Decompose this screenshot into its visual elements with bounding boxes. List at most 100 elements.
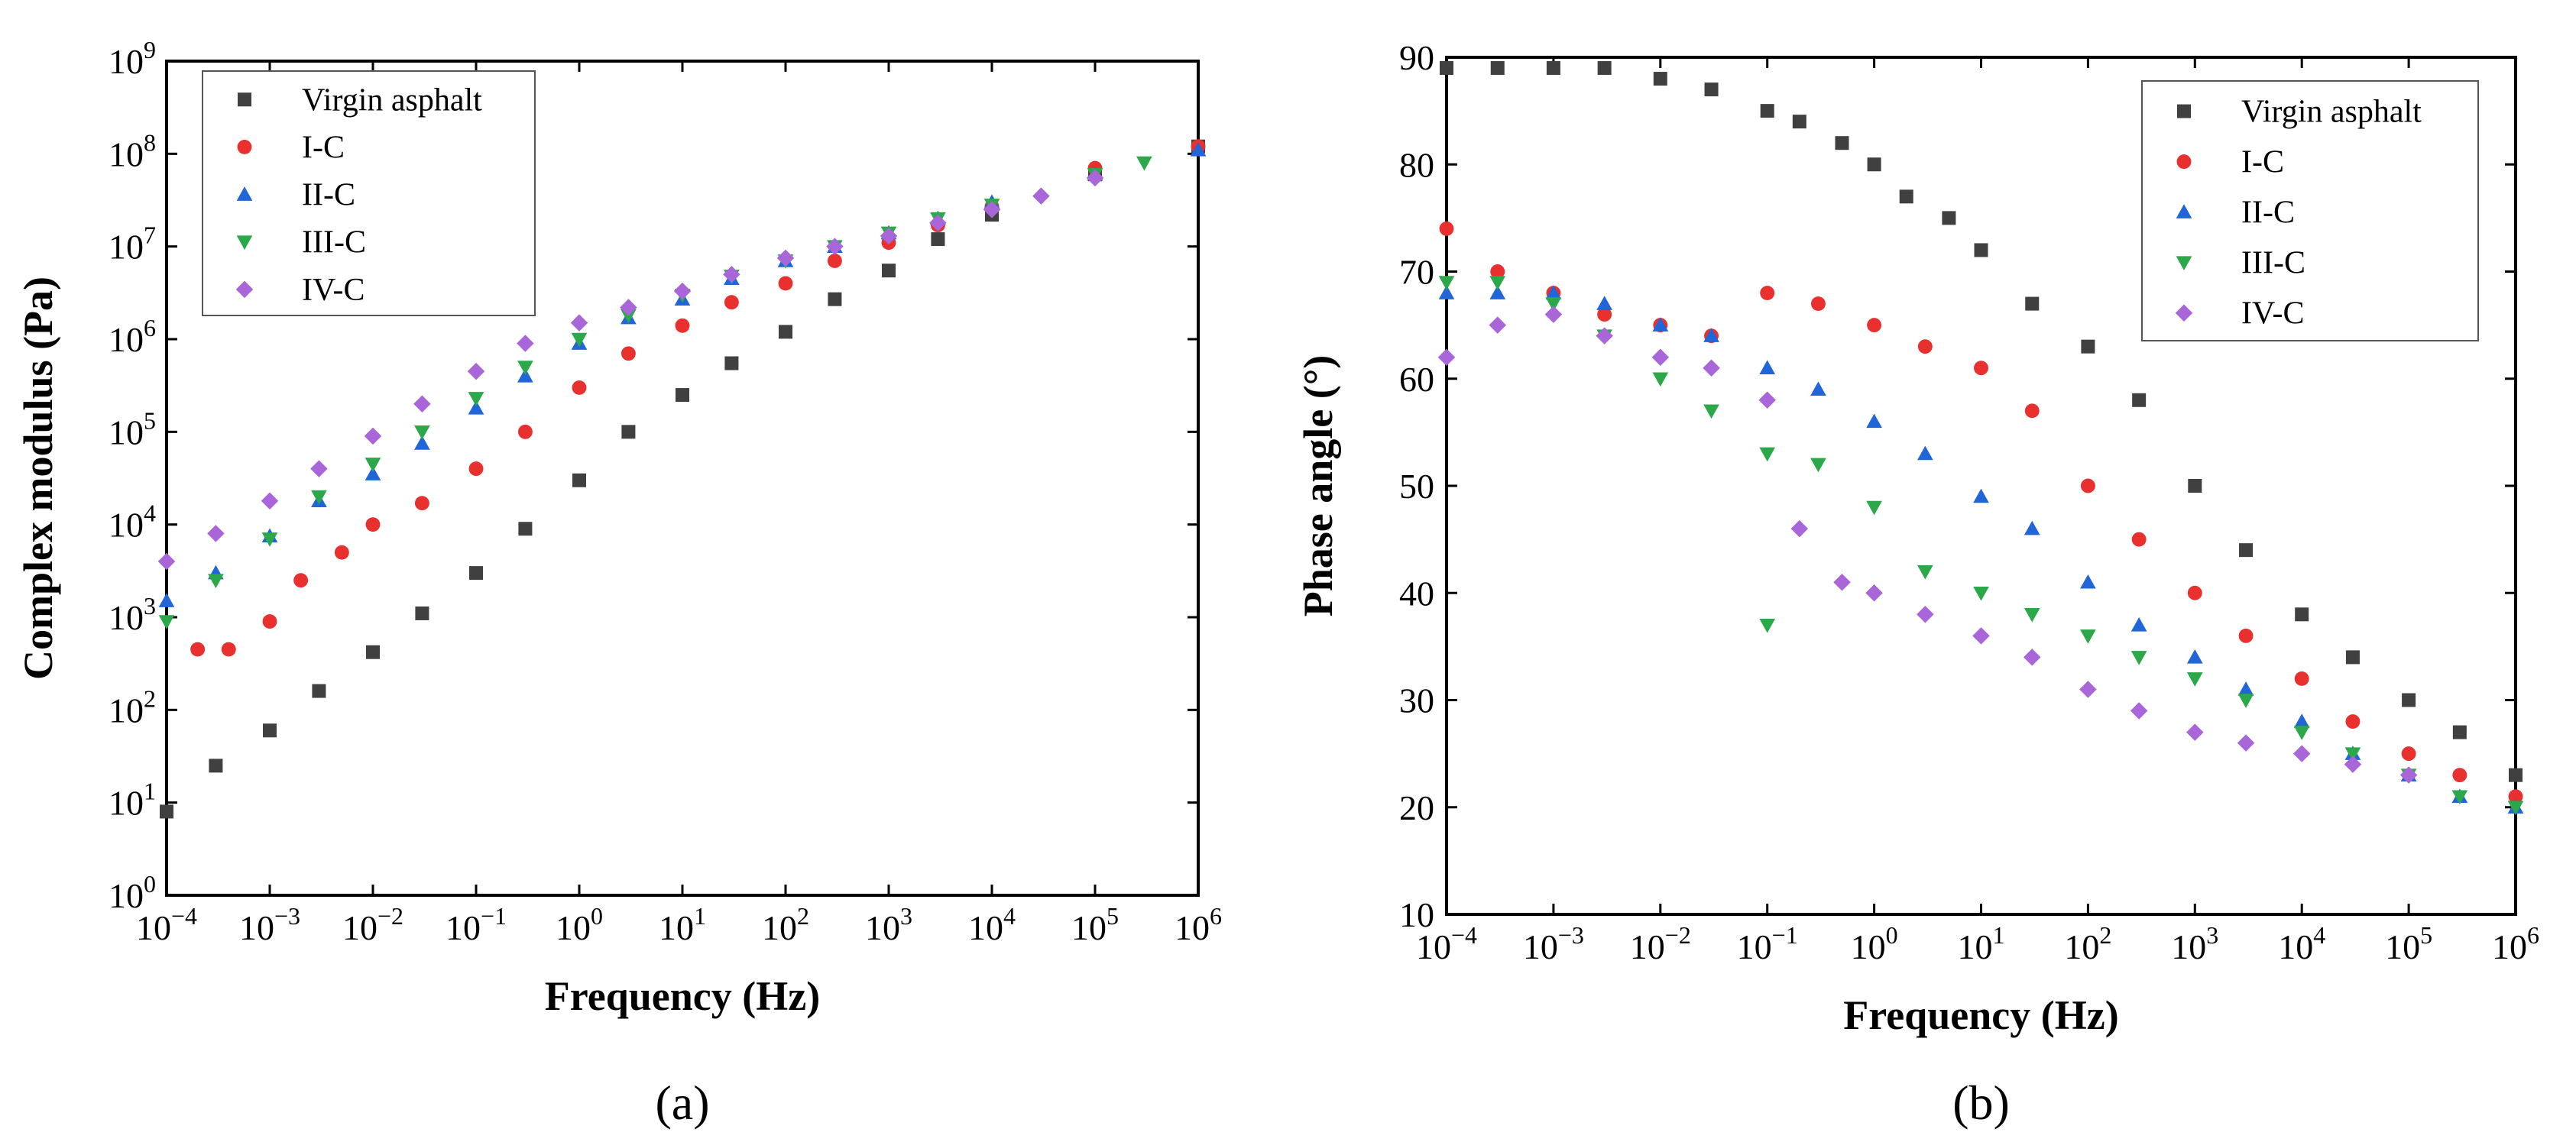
data-point	[2080, 629, 2096, 644]
legend-label: IV-C	[2241, 296, 2304, 332]
data-point	[1917, 565, 1933, 580]
x-axis-title: Frequency (Hz)	[1843, 992, 2118, 1038]
data-point	[1792, 115, 1806, 129]
y-tick-label: 106	[109, 314, 156, 359]
data-point	[2239, 543, 2254, 558]
data-point	[365, 466, 381, 480]
series-virgin-asphalt	[1440, 61, 2523, 782]
legend-label: II-C	[302, 178, 355, 213]
data-point	[1597, 307, 1612, 322]
x-tick-label: 103	[865, 902, 912, 947]
data-point	[2452, 768, 2467, 783]
data-point	[620, 299, 637, 316]
data-point	[1810, 458, 1826, 473]
data-point	[1652, 317, 1669, 332]
x-tick-label: 10−1	[446, 902, 507, 947]
data-point	[828, 292, 842, 306]
y-tick-label: 104	[109, 500, 156, 545]
y-tick-label: 60	[1399, 360, 1434, 399]
data-point	[1810, 381, 1826, 396]
data-point	[414, 425, 430, 440]
data-point	[676, 388, 689, 403]
data-point	[1703, 328, 1719, 342]
x-tick-label: 101	[1958, 921, 2005, 966]
data-point	[1942, 211, 1956, 225]
y-tick-label: 50	[1399, 467, 1434, 506]
data-point	[1545, 285, 1562, 299]
data-point	[415, 606, 429, 620]
y-tick-label: 30	[1399, 681, 1434, 720]
data-point	[517, 367, 533, 383]
data-point	[1438, 285, 1455, 299]
legend-label: III-C	[2241, 246, 2305, 281]
data-point	[1489, 316, 1506, 334]
y-tick-label: 102	[109, 684, 156, 730]
data-point	[160, 804, 173, 819]
data-point	[1917, 445, 1933, 461]
data-point	[572, 473, 586, 487]
data-point	[468, 392, 484, 406]
data-point	[2131, 532, 2147, 547]
data-point	[1544, 306, 1563, 323]
x-tick-label: 105	[1071, 902, 1119, 947]
x-tick-label: 10−4	[136, 902, 197, 947]
data-point	[1790, 519, 1809, 538]
data-point	[310, 460, 328, 477]
data-point	[570, 314, 588, 332]
legend-label: Virgin asphalt	[2241, 95, 2422, 130]
legend-box	[2141, 80, 2479, 341]
panel-label: (a)	[655, 1076, 709, 1130]
data-point	[1972, 627, 1990, 645]
data-point	[1437, 348, 1456, 366]
legend-marker	[236, 186, 253, 201]
data-point	[2294, 671, 2309, 686]
data-point	[2451, 790, 2468, 805]
legend-marker	[2177, 104, 2191, 118]
x-tick-label: 104	[968, 902, 1016, 947]
data-point	[1086, 169, 1104, 187]
data-point	[293, 573, 309, 588]
data-point	[208, 574, 224, 589]
data-point	[1652, 372, 1669, 387]
data-point	[2293, 713, 2310, 728]
data-point	[1974, 243, 1988, 257]
data-point	[1546, 61, 1560, 76]
legend-label: III-C	[302, 225, 366, 260]
data-point	[263, 723, 277, 738]
data-point	[2081, 339, 2095, 354]
data-point	[1760, 286, 1775, 300]
data-point	[2080, 478, 2095, 493]
data-point	[1490, 264, 1505, 279]
data-point	[2399, 766, 2418, 784]
data-point	[2130, 616, 2147, 632]
x-tick-label: 10−3	[1523, 921, 1584, 966]
data-point	[1899, 189, 1913, 204]
data-point	[2402, 693, 2416, 707]
data-point	[261, 492, 279, 510]
data-point	[1867, 318, 1882, 333]
data-point	[365, 517, 381, 532]
data-point	[2345, 714, 2361, 729]
y-tick-label: 109	[109, 36, 156, 81]
y-axis-title: Phase angle (°)	[1295, 355, 1341, 617]
y-tick-label: 103	[109, 592, 156, 637]
data-point	[1833, 573, 1851, 591]
data-point	[1438, 276, 1455, 290]
data-point	[2293, 726, 2310, 740]
data-point	[468, 461, 484, 477]
legend-box	[202, 70, 536, 316]
data-point	[2186, 723, 2204, 741]
data-point	[414, 496, 429, 511]
data-point	[572, 380, 587, 395]
data-point	[517, 335, 534, 352]
data-point	[778, 276, 793, 291]
x-tick-label: 105	[2385, 921, 2432, 966]
series-iv-c	[1437, 306, 2418, 784]
x-tick-label: 102	[762, 902, 809, 947]
y-tick-label: 10	[1399, 895, 1434, 934]
data-point	[724, 295, 739, 310]
legend-label: Virgin asphalt	[302, 82, 482, 118]
panel-label: (b)	[1952, 1076, 2010, 1130]
data-point	[2080, 574, 2096, 589]
data-point	[1759, 619, 1776, 633]
